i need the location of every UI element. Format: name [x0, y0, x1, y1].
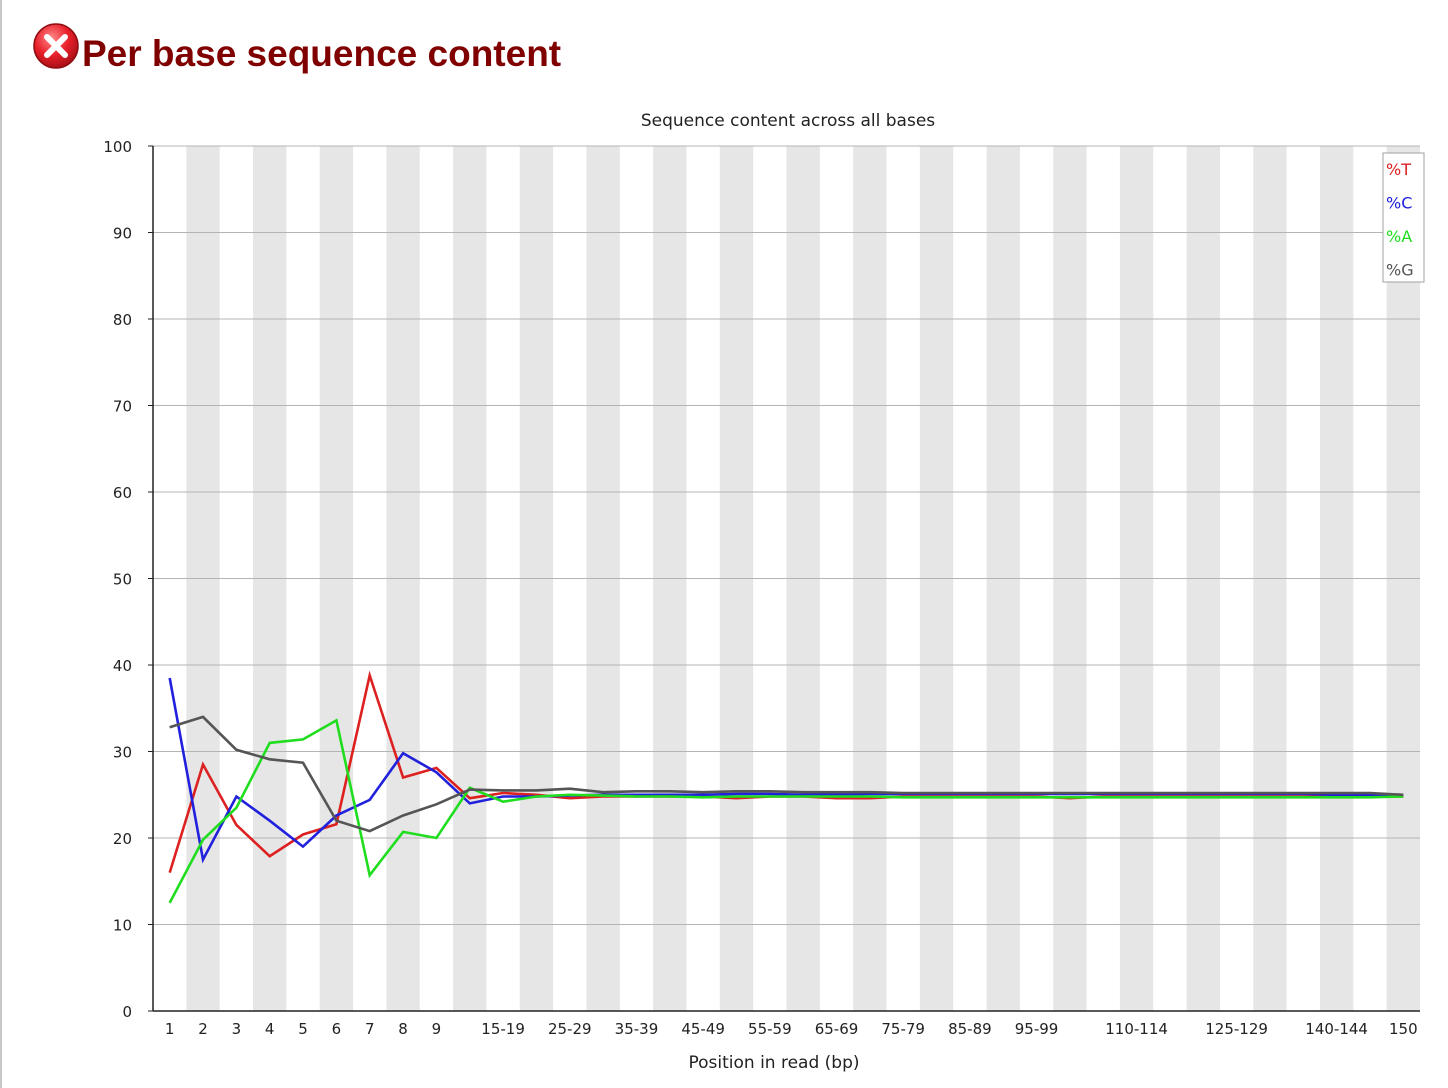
y-tick-label: 80: [113, 311, 132, 329]
y-tick-label: 90: [113, 225, 132, 243]
x-tick-label: 9: [432, 1020, 442, 1038]
chart-title: Sequence content across all bases: [641, 111, 935, 131]
y-tick-label: 40: [113, 657, 132, 675]
x-tick-label: 55-59: [748, 1020, 792, 1038]
series-line-pct-a: [168, 718, 1404, 904]
x-tick-label: 150: [1389, 1020, 1418, 1038]
x-tick-label: 45-49: [681, 1020, 725, 1038]
y-tick-label: 10: [113, 917, 132, 935]
y-tick-label: 60: [113, 484, 132, 502]
x-tick-label: 140-144: [1305, 1020, 1368, 1038]
x-tick-label: 2: [198, 1020, 208, 1038]
x-tick-label: 25-29: [548, 1020, 592, 1038]
x-tick-label: 110-114: [1105, 1020, 1168, 1038]
x-tick-label: 3: [232, 1020, 242, 1038]
legend-entry: %A: [1386, 227, 1412, 246]
axes: [148, 145, 1420, 1012]
x-tick-label: 1: [165, 1020, 175, 1038]
x-tick-label: 15-19: [481, 1020, 525, 1038]
grid-lines: [153, 145, 1420, 925]
x-tick-labels: 1 2 3 4 5 6 7 8 9 15-19 25-29 35-39 45-49 55-59 65-69 7…: [165, 1020, 1418, 1038]
x-tick-label: 8: [398, 1020, 408, 1038]
y-tick-labels: 0 10 20 30 40 50 60 70 80 90 100: [103, 138, 132, 1021]
x-tick-label: 75-79: [881, 1020, 925, 1038]
y-tick-label: 100: [103, 138, 132, 156]
x-tick-label: 7: [365, 1020, 375, 1038]
x-tick-label: 6: [332, 1020, 342, 1038]
y-tick-label: 70: [113, 398, 132, 416]
x-tick-label: 5: [298, 1020, 308, 1038]
x-tick-label: 35-39: [615, 1020, 659, 1038]
x-tick-label: 95-99: [1015, 1020, 1059, 1038]
legend-entry: %T: [1386, 160, 1411, 179]
legend-entry: %C: [1386, 194, 1412, 213]
page-border: [0, 0, 2, 1088]
y-tick-label: 0: [122, 1003, 132, 1021]
x-tick-label: 4: [265, 1020, 275, 1038]
y-tick-label: 20: [113, 830, 132, 848]
x-tick-label: 125-129: [1205, 1020, 1268, 1038]
x-tick-label: 85-89: [948, 1020, 992, 1038]
fail-icon: [33, 23, 79, 69]
x-axis-label: Position in read (bp): [688, 1053, 859, 1073]
module-title: Per base sequence content: [82, 33, 562, 74]
series-lines: [168, 670, 1404, 904]
legend-entry: %G: [1386, 261, 1414, 280]
legend-box: [1382, 152, 1425, 283]
y-tick-label: 30: [113, 744, 132, 762]
y-tick-label: 50: [113, 571, 132, 589]
series-line-pct-g: [169, 715, 1404, 833]
legend: %T %C %A %G: [1382, 152, 1425, 283]
module-header: Per base sequence content: [32, 18, 561, 74]
x-tick-label: 65-69: [815, 1020, 859, 1038]
